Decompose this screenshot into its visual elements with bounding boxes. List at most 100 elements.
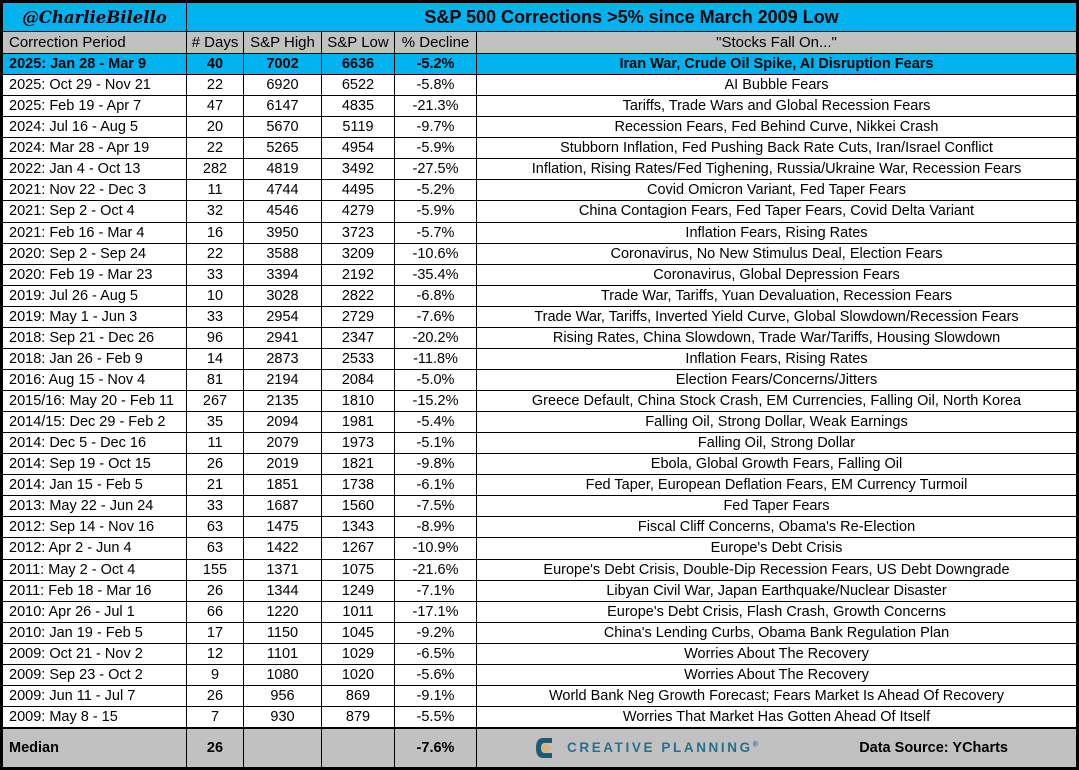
sp-low-cell: 1343	[321, 516, 395, 539]
period-cell: 2014/15: Dec 29 - Feb 2	[1, 411, 187, 434]
days-cell: 26	[186, 453, 244, 476]
decline-cell: -6.8%	[394, 284, 477, 307]
decline-cell: -5.5%	[394, 705, 477, 729]
sp-low-cell: 1020	[321, 663, 395, 686]
registered-mark: ®	[752, 741, 758, 749]
days-cell: 26	[186, 684, 244, 707]
days-cell: 11	[186, 432, 244, 455]
creative-planning-logo: CREATIVE PLANNING®	[533, 735, 758, 761]
reason-cell: Worries That Market Has Gotten Ahead Of …	[476, 705, 1078, 729]
period-cell: 2009: Jun 11 - Jul 7	[1, 684, 187, 707]
days-cell: 20	[186, 116, 244, 139]
table-row: 2009: Sep 23 - Oct 2 9 1080 1020 -5.6% Worrie…	[1, 663, 1078, 686]
table-body: 2025: Jan 28 - Mar 9 40 7002 6636 -5.2% Iran …	[1, 52, 1078, 729]
table-row: 2018: Jan 26 - Feb 9 14 2873 2533 -11.8% Infl…	[1, 347, 1078, 370]
table-row: 2018: Sep 21 - Dec 26 96 2941 2347 -20.2% Ris…	[1, 326, 1078, 349]
sp-low-cell: 1981	[321, 411, 395, 434]
period-cell: 2014: Sep 19 - Oct 15	[1, 453, 187, 476]
days-cell: 155	[186, 558, 244, 581]
days-cell: 40	[186, 52, 244, 76]
days-cell: 10	[186, 284, 244, 307]
days-cell: 35	[186, 411, 244, 434]
period-cell: 2016: Aug 15 - Nov 4	[1, 368, 187, 392]
period-cell: 2009: Sep 23 - Oct 2	[1, 663, 187, 686]
sp-low-cell: 5119	[321, 116, 395, 139]
period-cell: 2018: Sep 21 - Dec 26	[1, 326, 187, 349]
period-cell: 2025: Feb 19 - Apr 7	[1, 95, 187, 118]
decline-cell: -6.1%	[394, 474, 477, 497]
decline-cell: -15.2%	[394, 389, 477, 413]
col-header-decline: % Decline	[394, 31, 477, 54]
reason-cell: Covid Omicron Variant, Fed Taper Fears	[476, 179, 1078, 202]
decline-cell: -6.5%	[394, 642, 477, 665]
sp-low-cell: 2084	[321, 368, 395, 392]
table-row: 2011: Feb 18 - Mar 16 26 1344 1249 -7.1% Liby…	[1, 579, 1078, 602]
table-row: 2021: Nov 22 - Dec 3 11 4744 4495 -5.2% Covid…	[1, 179, 1078, 202]
col-header-sp-low: S&P Low	[321, 31, 395, 54]
median-high-empty	[243, 726, 322, 769]
sp-low-cell: 1075	[321, 558, 395, 581]
sp-high-cell: 1150	[243, 621, 322, 644]
period-cell: 2025: Jan 28 - Mar 9	[1, 52, 187, 76]
days-cell: 22	[186, 137, 244, 160]
col-header-days: # Days	[186, 31, 244, 54]
table-row: 2012: Apr 2 - Jun 4 63 1422 1267 -10.9% Europ…	[1, 537, 1078, 560]
table-row: 2025: Feb 19 - Apr 7 47 6147 4835 -21.3% Tari…	[1, 95, 1078, 118]
reason-cell: Worries About The Recovery	[476, 663, 1078, 686]
sp-low-cell: 869	[321, 684, 395, 707]
sp-high-cell: 6147	[243, 95, 322, 118]
median-days: 26	[186, 726, 244, 769]
reason-cell: Ebola, Global Growth Fears, Falling Oil	[476, 453, 1078, 476]
reason-cell: Falling Oil, Strong Dollar	[476, 432, 1078, 455]
period-cell: 2014: Jan 15 - Feb 5	[1, 474, 187, 497]
sp-high-cell: 7002	[243, 52, 322, 76]
sp-low-cell: 4495	[321, 179, 395, 202]
table-row: 2010: Apr 26 - Jul 1 66 1220 1011 -17.1% Euro…	[1, 600, 1078, 623]
table-row: 2010: Jan 19 - Feb 5 17 1150 1045 -9.2% China…	[1, 621, 1078, 644]
table-row: 2020: Sep 2 - Sep 24 22 3588 3209 -10.6% Coro…	[1, 242, 1078, 265]
table-row: 2013: May 22 - Jun 24 33 1687 1560 -7.5% Fed …	[1, 495, 1078, 518]
sp-high-cell: 1371	[243, 558, 322, 581]
sp-low-cell: 3492	[321, 158, 395, 181]
days-cell: 267	[186, 389, 244, 413]
decline-cell: -5.7%	[394, 221, 477, 244]
sp-low-cell: 1973	[321, 432, 395, 455]
decline-cell: -17.1%	[394, 600, 477, 623]
median-low-empty	[321, 726, 395, 769]
decline-cell: -21.6%	[394, 558, 477, 581]
period-cell: 2021: Nov 22 - Dec 3	[1, 179, 187, 202]
sp-high-cell: 4819	[243, 158, 322, 181]
column-header-row: Correction Period # Days S&P High S&P Lo…	[1, 31, 1078, 54]
sp-low-cell: 1267	[321, 537, 395, 560]
period-cell: 2009: May 8 - 15	[1, 705, 187, 729]
table-row: 2019: Jul 26 - Aug 5 10 3028 2822 -6.8% Trade…	[1, 284, 1078, 307]
reason-cell: Fiscal Cliff Concerns, Obama's Re-Electi…	[476, 516, 1078, 539]
table-row: 2009: May 8 - 15 7 930 879 -5.5% Worries That…	[1, 705, 1078, 729]
sp-high-cell: 5670	[243, 116, 322, 139]
days-cell: 47	[186, 95, 244, 118]
sp-high-cell: 4744	[243, 179, 322, 202]
reason-cell: Fed Taper, European Deflation Fears, EM …	[476, 474, 1078, 497]
decline-cell: -10.6%	[394, 242, 477, 265]
sp-high-cell: 3028	[243, 284, 322, 307]
reason-cell: Trade War, Tariffs, Inverted Yield Curve…	[476, 305, 1078, 328]
footer-cell: CREATIVE PLANNING® Data Source: YCharts	[476, 726, 1078, 769]
reason-cell: Greece Default, China Stock Crash, EM Cu…	[476, 389, 1078, 413]
days-cell: 21	[186, 474, 244, 497]
days-cell: 96	[186, 326, 244, 349]
sp-high-cell: 1851	[243, 474, 322, 497]
decline-cell: -5.8%	[394, 74, 477, 97]
sp-high-cell: 1687	[243, 495, 322, 518]
table-row: 2014: Dec 5 - Dec 16 11 2079 1973 -5.1% Falli…	[1, 432, 1078, 455]
period-cell: 2010: Jan 19 - Feb 5	[1, 621, 187, 644]
decline-cell: -27.5%	[394, 158, 477, 181]
sp-high-cell: 2941	[243, 326, 322, 349]
sp-low-cell: 3723	[321, 221, 395, 244]
period-cell: 2018: Jan 26 - Feb 9	[1, 347, 187, 370]
reason-cell: China Contagion Fears, Fed Taper Fears, …	[476, 200, 1078, 223]
table-row: 2021: Feb 16 - Mar 4 16 3950 3723 -5.7% Infla…	[1, 221, 1078, 244]
reason-cell: Trade War, Tariffs, Yuan Devaluation, Re…	[476, 284, 1078, 307]
days-cell: 16	[186, 221, 244, 244]
